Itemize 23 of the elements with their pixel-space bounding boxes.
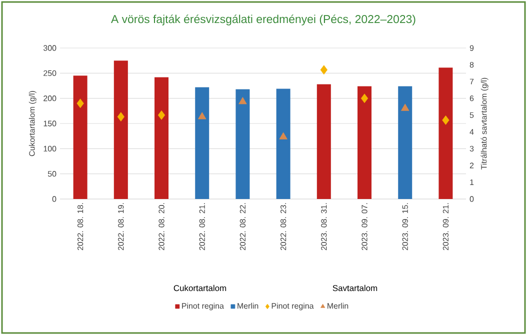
point <box>442 115 450 125</box>
bar <box>358 86 372 199</box>
bar <box>316 84 331 199</box>
point <box>198 112 206 120</box>
point <box>76 98 84 108</box>
bar <box>276 88 290 199</box>
point <box>401 104 410 111</box>
point <box>238 96 247 104</box>
bar <box>398 86 412 199</box>
point <box>158 110 166 120</box>
bar <box>154 77 169 199</box>
text: Cukortartalom <box>174 284 226 292</box>
point <box>320 65 328 75</box>
bar <box>114 60 128 199</box>
text: Savtartalom <box>332 284 378 292</box>
chart-title: A vörös fajták érésvizsgálati eredményei (Pécs, 2022–2023) <box>111 14 416 26</box>
point <box>279 132 288 140</box>
bar <box>195 87 210 199</box>
bar <box>73 76 88 199</box>
bar <box>236 89 250 199</box>
point <box>117 112 124 122</box>
bar <box>438 68 453 199</box>
point <box>360 94 368 104</box>
